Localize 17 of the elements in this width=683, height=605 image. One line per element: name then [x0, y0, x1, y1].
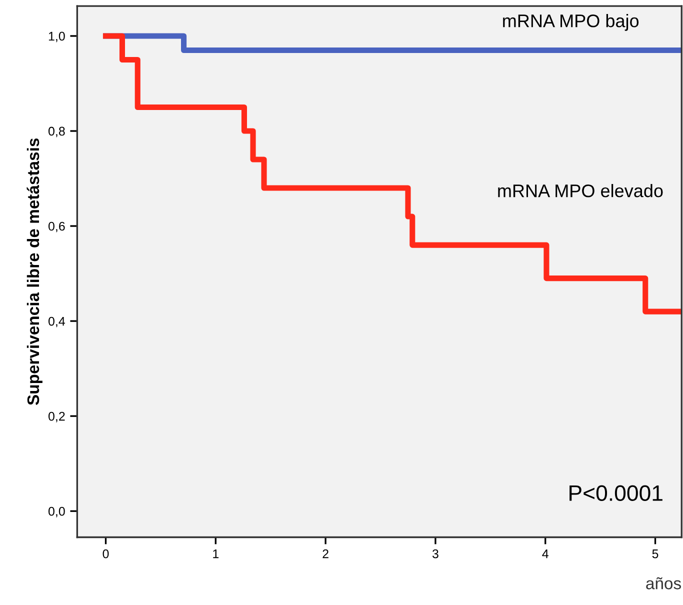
series-label: mRNA MPO bajo: [503, 14, 639, 31]
text: mRNA MPO elevado: [498, 184, 663, 198]
y-tick-label: 1,0: [48, 32, 65, 42]
y-tick-label: 0,6: [48, 222, 65, 232]
y-tick-label: 0,2: [48, 412, 65, 422]
x-tick-label: 5: [652, 550, 658, 558]
x-tick-label: 0: [102, 549, 109, 558]
y-tick-label: 0,8: [48, 126, 65, 138]
y-tick-label: 0,4: [48, 316, 66, 328]
x-tick-label: 3: [432, 549, 438, 558]
x-tick-label: 4: [542, 550, 548, 558]
x-tick-label: 2: [322, 549, 328, 558]
annotation: P<0.0001: [570, 485, 662, 501]
x-axis-title: años: [646, 577, 681, 590]
x-tick-label: 1: [213, 550, 219, 558]
y-axis-title: Supervivencia libre de metástasis: [26, 138, 42, 406]
y-tick-label: 0,0: [48, 506, 65, 518]
